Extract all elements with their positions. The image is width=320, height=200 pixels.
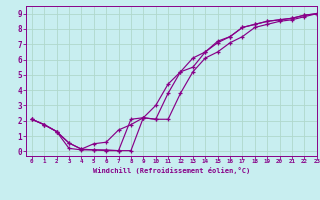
X-axis label: Windchill (Refroidissement éolien,°C): Windchill (Refroidissement éolien,°C) bbox=[92, 167, 250, 174]
